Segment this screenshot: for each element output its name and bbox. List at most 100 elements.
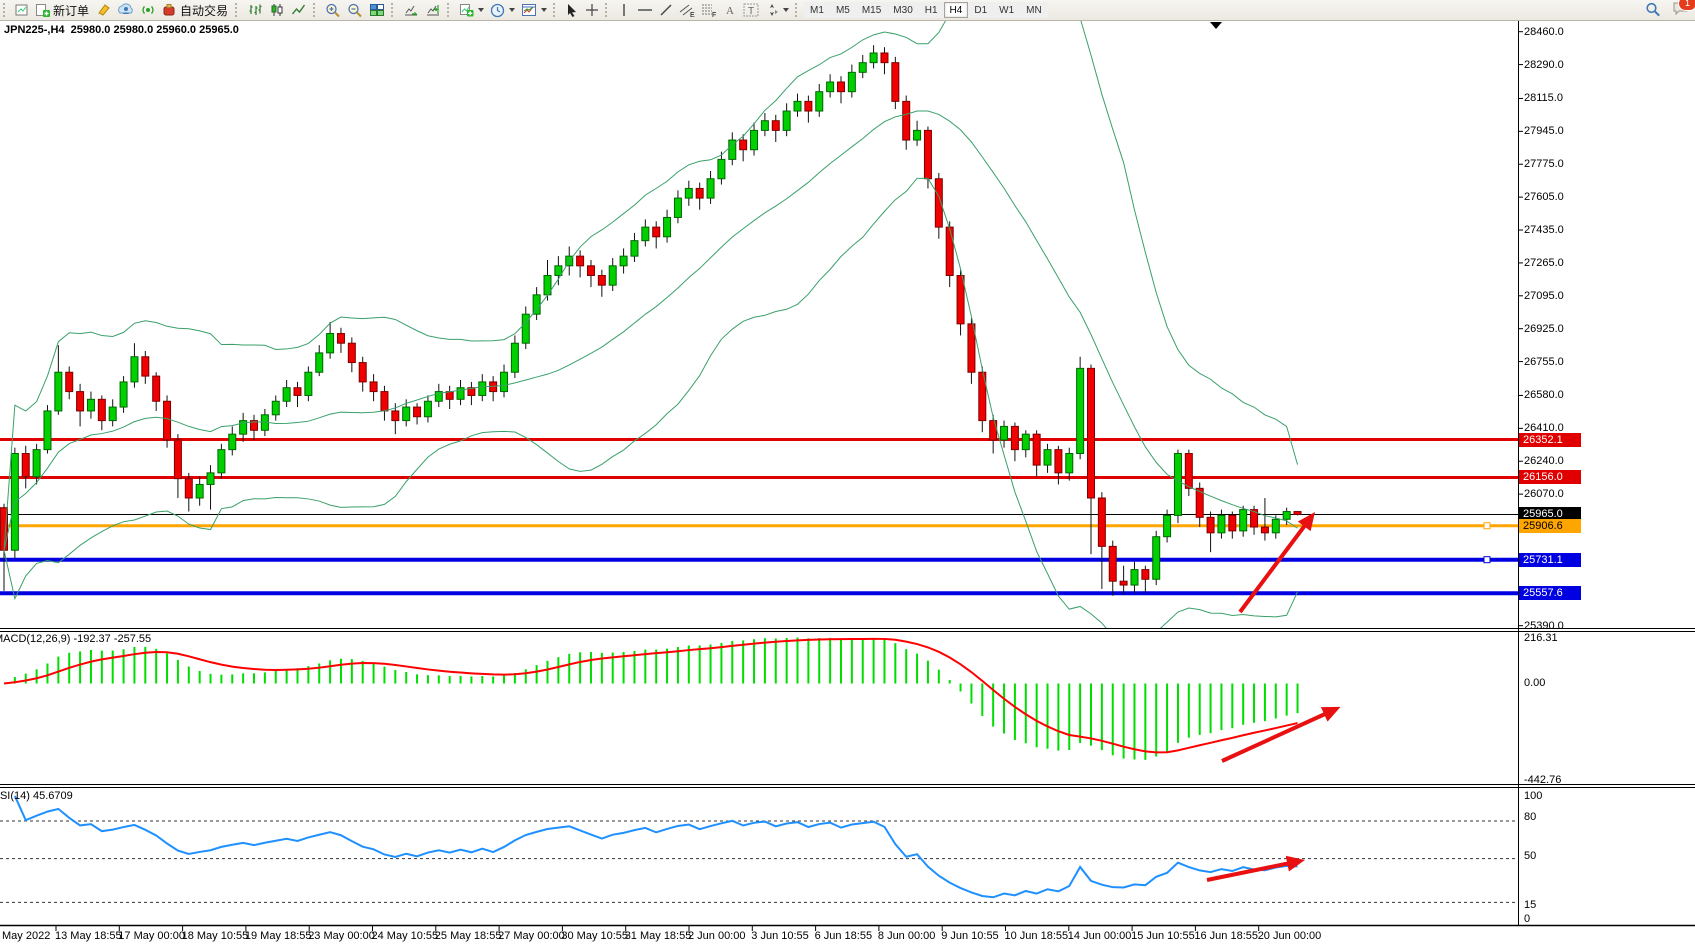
bar-chart-button[interactable] xyxy=(244,1,266,19)
line-chart-button[interactable] xyxy=(288,1,310,19)
horizontal-line-button[interactable] xyxy=(634,1,656,19)
red-trend-arrow[interactable] xyxy=(1238,512,1315,614)
candle-bullish xyxy=(684,187,693,199)
cursor-button[interactable] xyxy=(562,1,582,19)
candle-bullish xyxy=(402,406,411,422)
toolbar-grip[interactable] xyxy=(447,3,453,17)
red-trend-arrow[interactable] xyxy=(1206,855,1305,882)
chart-window-icon-button[interactable] xyxy=(12,1,32,19)
candle-bearish xyxy=(902,100,911,141)
text-button[interactable]: A xyxy=(720,1,740,19)
candle-bearish xyxy=(1108,545,1117,582)
toolbar-grip[interactable] xyxy=(605,3,611,17)
red-trend-arrow[interactable] xyxy=(1221,706,1341,763)
fibonacci-button[interactable]: F xyxy=(698,1,720,19)
timeframe-m15-button[interactable]: M15 xyxy=(855,2,888,18)
price-line-label-25965.0: 25965.0 xyxy=(1519,507,1581,522)
deposit-funds-button[interactable] xyxy=(93,1,115,19)
candle-bearish xyxy=(652,226,661,238)
toolbar-grip[interactable] xyxy=(553,3,559,17)
arrows-dropdown[interactable] xyxy=(762,1,792,19)
y-axis-tick-label: 26070.0 xyxy=(1524,488,1564,501)
timeframe-w1-button[interactable]: W1 xyxy=(993,2,1021,18)
x-axis-time-label: 27 May 00:00 xyxy=(498,930,565,942)
candle-bearish xyxy=(1141,569,1150,580)
new-chart-dropdown[interactable] xyxy=(456,1,487,19)
candle-bullish xyxy=(1163,514,1172,538)
timeframe-d1-button[interactable]: D1 xyxy=(968,2,994,18)
x-axis-time-label: 9 Jun 10:55 xyxy=(941,930,999,942)
candle-bullish xyxy=(521,313,530,344)
candle-bullish xyxy=(500,371,509,393)
candlestick-chart-button[interactable] xyxy=(266,1,288,19)
y-axis-tick-label: 26580.0 xyxy=(1524,389,1564,402)
timeframe-h4-button[interactable]: H4 xyxy=(943,2,969,18)
timeframe-h1-button[interactable]: H1 xyxy=(918,2,944,18)
x-axis-time-label: 2 Jun 00:00 xyxy=(688,930,746,942)
candle-bearish xyxy=(391,410,400,422)
chart-shift-button[interactable] xyxy=(422,1,444,19)
candle-bullish xyxy=(815,91,824,112)
main-chart-panel[interactable] xyxy=(0,0,1518,647)
candle-bullish xyxy=(619,255,628,267)
candle-bearish xyxy=(739,139,748,151)
template-dropdown[interactable] xyxy=(518,1,550,19)
candle-bearish xyxy=(1206,516,1215,534)
candle-bullish xyxy=(793,100,802,112)
timeframe-m5-button[interactable]: M5 xyxy=(829,2,856,18)
toolbar-grip[interactable] xyxy=(313,3,319,17)
candle-bullish xyxy=(869,52,878,64)
toolbar-grip[interactable] xyxy=(3,3,9,17)
timeframe-m30-button[interactable]: M30 xyxy=(887,2,919,18)
candle-bullish xyxy=(434,391,443,402)
price-line-label-26156.0: 26156.0 xyxy=(1519,470,1581,485)
y-axis-tick-label: 26925.0 xyxy=(1524,322,1564,335)
candle-bullish xyxy=(1000,425,1009,441)
auto-scroll-button[interactable] xyxy=(400,1,422,19)
candle-bearish xyxy=(934,178,943,228)
toolbar-grip[interactable] xyxy=(235,3,241,17)
trendline-button[interactable] xyxy=(656,1,676,19)
candle-bullish xyxy=(478,381,487,396)
zoom-out-button[interactable] xyxy=(344,1,366,19)
mql5-community-button[interactable] xyxy=(115,1,137,19)
timeframe-m1-button[interactable]: M1 xyxy=(804,2,830,18)
search-button[interactable] xyxy=(1642,1,1664,19)
x-axis-time-label: 20 Jun 00:00 xyxy=(1257,930,1322,942)
candle-bullish xyxy=(271,400,280,416)
candle-bullish xyxy=(217,449,226,474)
candle-bullish xyxy=(326,333,335,354)
toolbar-grip[interactable] xyxy=(391,3,397,17)
rsi-panel[interactable] xyxy=(0,795,1518,903)
candle-bearish xyxy=(141,356,150,377)
candle-bullish xyxy=(206,472,215,485)
notifications-button[interactable]: 1 xyxy=(1672,0,1695,19)
toolbar-grip[interactable] xyxy=(795,3,801,17)
candle-bearish xyxy=(891,62,900,102)
candle-bullish xyxy=(1021,433,1030,451)
text-label-button[interactable]: T xyxy=(740,1,762,19)
community-person-icon xyxy=(118,3,133,14)
autotrading-button[interactable]: 自动交易 xyxy=(159,1,232,19)
candle-bearish xyxy=(1097,497,1106,547)
trendline-icon xyxy=(660,4,672,16)
candle-bullish xyxy=(1152,536,1161,580)
arrow-shapes-icon xyxy=(770,4,779,16)
new-order-button[interactable]: 新订单 xyxy=(32,1,93,19)
tile-windows-button[interactable] xyxy=(366,1,388,19)
vertical-line-button[interactable] xyxy=(614,1,634,19)
bollinger-lower-band xyxy=(3,177,1298,628)
auto-scroll-icon xyxy=(405,5,418,16)
signals-button[interactable] xyxy=(137,1,159,19)
equidistant-channel-button[interactable]: E xyxy=(676,1,698,19)
candle-bearish xyxy=(1195,487,1204,518)
search-icon xyxy=(1646,2,1660,17)
crosshair-button[interactable] xyxy=(582,1,602,19)
periods-dropdown[interactable] xyxy=(487,1,518,19)
last-bar-marker-icon xyxy=(1210,22,1222,29)
zoom-in-button[interactable] xyxy=(322,1,344,19)
timeframe-mn-button[interactable]: MN xyxy=(1020,2,1048,18)
macd-panel[interactable] xyxy=(3,637,1299,760)
candle-bullish xyxy=(847,71,856,93)
